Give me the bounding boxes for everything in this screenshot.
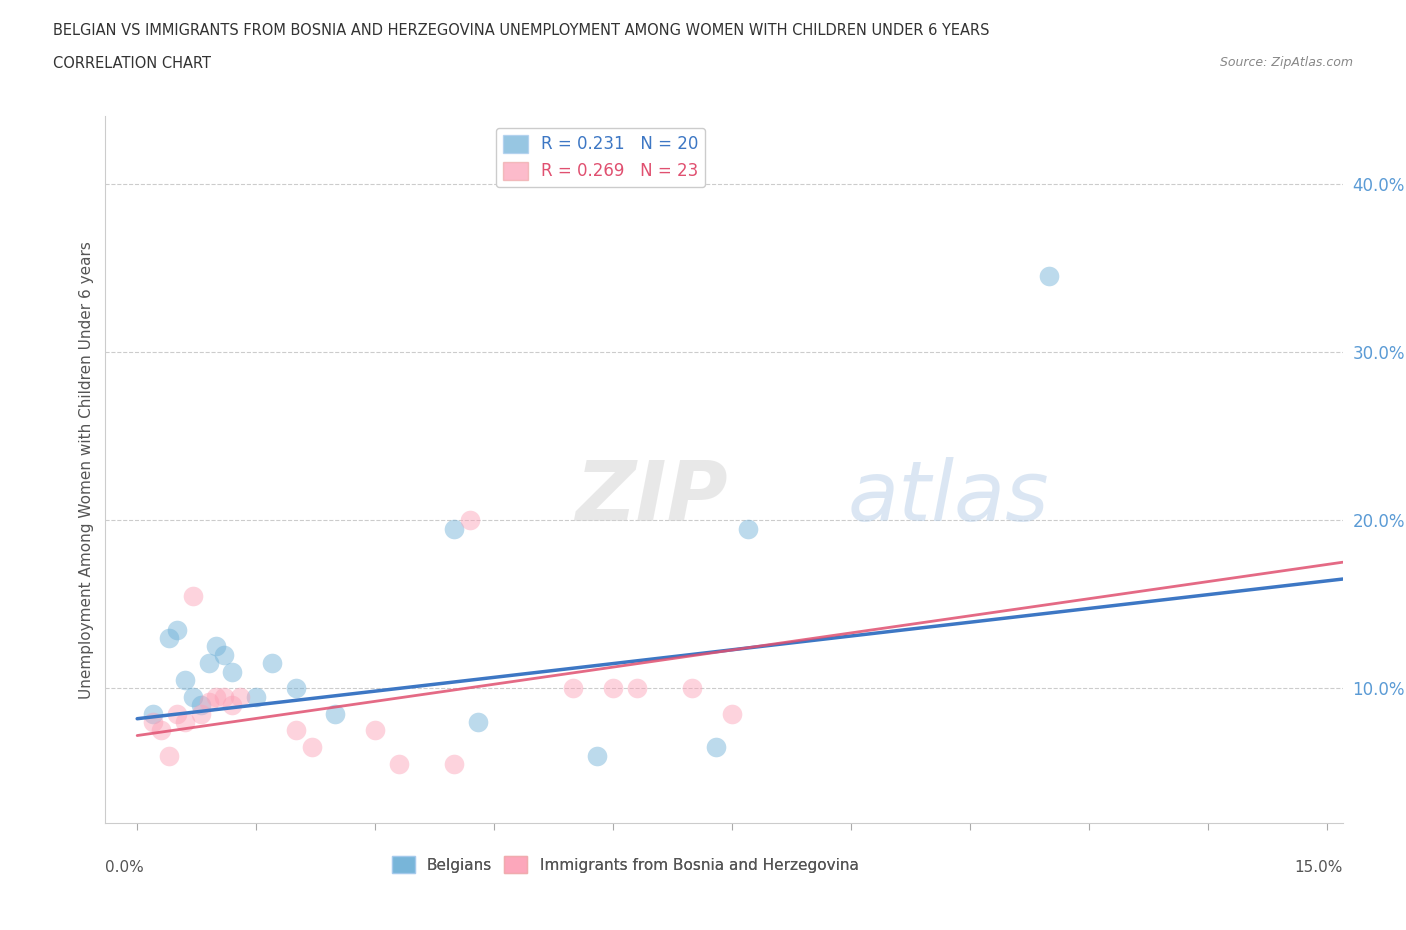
- Point: [166, 622, 188, 637]
- Text: 15.0%: 15.0%: [1295, 860, 1343, 875]
- Point: [221, 664, 243, 679]
- Text: BELGIAN VS IMMIGRANTS FROM BOSNIA AND HERZEGOVINA UNEMPLOYMENT AMONG WOMEN WITH : BELGIAN VS IMMIGRANTS FROM BOSNIA AND HE…: [53, 23, 990, 38]
- Point: [443, 521, 465, 536]
- Point: [214, 689, 236, 704]
- Point: [467, 714, 489, 729]
- Point: [704, 740, 727, 755]
- Point: [586, 749, 609, 764]
- Point: [205, 689, 228, 704]
- Point: [197, 695, 219, 710]
- Point: [260, 656, 283, 671]
- Point: [721, 706, 744, 721]
- Point: [245, 689, 267, 704]
- Point: [205, 639, 228, 654]
- Point: [142, 714, 165, 729]
- Point: [458, 512, 481, 527]
- Point: [173, 714, 195, 729]
- Point: [364, 723, 387, 737]
- Point: [173, 672, 195, 687]
- Point: [284, 723, 307, 737]
- Point: [142, 706, 165, 721]
- Text: CORRELATION CHART: CORRELATION CHART: [53, 56, 211, 71]
- Text: 0.0%: 0.0%: [105, 860, 145, 875]
- Point: [681, 681, 703, 696]
- Legend: Belgians, Immigrants from Bosnia and Herzegovina: Belgians, Immigrants from Bosnia and Her…: [385, 850, 865, 879]
- Point: [190, 706, 212, 721]
- Point: [388, 757, 411, 772]
- Point: [190, 698, 212, 712]
- Point: [229, 689, 252, 704]
- Point: [301, 740, 323, 755]
- Text: atlas: atlas: [848, 458, 1049, 538]
- Point: [157, 749, 180, 764]
- Point: [1038, 269, 1060, 284]
- Y-axis label: Unemployment Among Women with Children Under 6 years: Unemployment Among Women with Children U…: [79, 241, 94, 698]
- Point: [443, 757, 465, 772]
- Text: ZIP: ZIP: [575, 458, 728, 538]
- Point: [214, 647, 236, 662]
- Point: [181, 589, 204, 604]
- Point: [221, 698, 243, 712]
- Text: Source: ZipAtlas.com: Source: ZipAtlas.com: [1219, 56, 1353, 69]
- Point: [562, 681, 585, 696]
- Point: [181, 689, 204, 704]
- Point: [737, 521, 759, 536]
- Point: [197, 656, 219, 671]
- Point: [157, 631, 180, 645]
- Point: [284, 681, 307, 696]
- Point: [149, 723, 172, 737]
- Point: [166, 706, 188, 721]
- Point: [626, 681, 648, 696]
- Point: [602, 681, 624, 696]
- Point: [325, 706, 347, 721]
